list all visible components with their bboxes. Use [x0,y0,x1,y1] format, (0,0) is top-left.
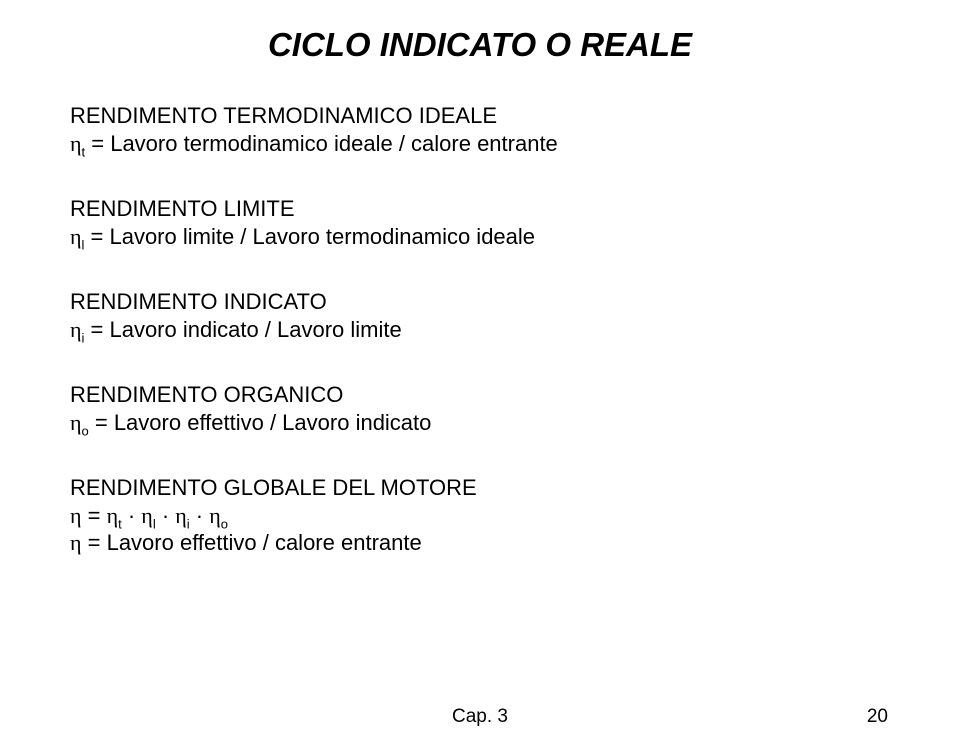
section-heading: RENDIMENTO ORGANICO [70,381,890,409]
eta-symbol: η [141,503,153,528]
section-indicato: RENDIMENTO INDICATO ηi = Lavoro indicato… [70,288,890,343]
section-globale: RENDIMENTO GLOBALE DEL MOTORE η = ηt · η… [70,474,890,557]
eta-symbol: η [70,317,82,342]
dot-text: · [190,503,210,528]
equation-text: = Lavoro effettivo / calore entrante [82,530,422,555]
global-equation-ratio: η = Lavoro effettivo / calore entrante [70,529,890,557]
eta-symbol: η [107,503,119,528]
section-limite: RENDIMENTO LIMITE ηl = Lavoro limite / L… [70,195,890,250]
equation-text: = Lavoro effettivo / Lavoro indicato [89,410,432,435]
section-equation: ηt = Lavoro termodinamico ideale / calor… [70,130,890,158]
eta-symbol: η [70,131,82,156]
dot-text: · [122,503,142,528]
section-equation: ηl = Lavoro limite / Lavoro termodinamic… [70,223,890,251]
eta-symbol: η [175,503,187,528]
section-heading: RENDIMENTO INDICATO [70,288,890,316]
document-page: CICLO INDICATO O REALE RENDIMENTO TERMOD… [0,0,960,750]
section-equation: ηo = Lavoro effettivo / Lavoro indicato [70,409,890,437]
footer-chapter: Cap. 3 [0,706,960,728]
dot-text: · [156,503,176,528]
eta-symbol: η [70,530,82,555]
section-heading: RENDIMENTO TERMODINAMICO IDEALE [70,102,890,130]
section-heading: RENDIMENTO GLOBALE DEL MOTORE [70,474,890,502]
eta-symbol: η [70,410,82,435]
equation-text: = Lavoro termodinamico ideale / calore e… [85,131,558,156]
footer-page-number: 20 [867,706,888,728]
section-organico: RENDIMENTO ORGANICO ηo = Lavoro effettiv… [70,381,890,436]
eta-symbol: η [70,503,82,528]
equals-text: = [82,503,107,528]
section-equation: ηi = Lavoro indicato / Lavoro limite [70,316,890,344]
section-termodinamico: RENDIMENTO TERMODINAMICO IDEALE ηt = Lav… [70,102,890,157]
section-heading: RENDIMENTO LIMITE [70,195,890,223]
eta-symbol: η [209,503,221,528]
eta-subscript: o [82,423,89,438]
equation-text: = Lavoro indicato / Lavoro limite [84,317,401,342]
global-equation-product: η = ηt · ηl · ηi · ηo [70,502,890,530]
eta-symbol: η [70,224,82,249]
equation-text: = Lavoro limite / Lavoro termodinamico i… [84,224,535,249]
page-title: CICLO INDICATO O REALE [70,26,890,64]
